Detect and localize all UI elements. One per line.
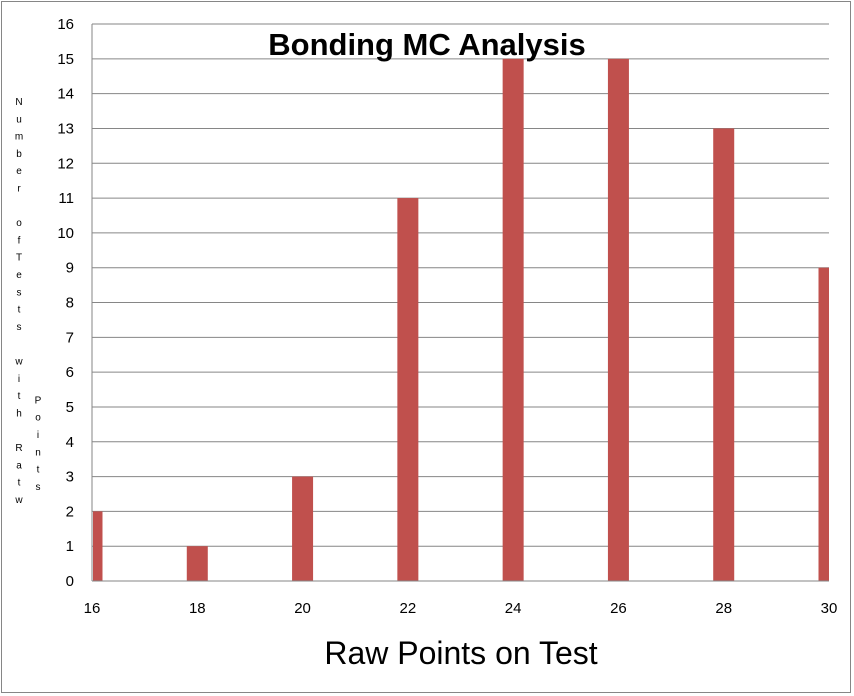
- y-axis-label-char: e: [16, 166, 22, 177]
- y-axis-label-char: i: [18, 374, 20, 385]
- y-tick-label: 9: [66, 260, 74, 277]
- bars: [93, 58, 829, 581]
- y-tick-label: 8: [66, 295, 74, 312]
- bar-26: [607, 58, 629, 581]
- y-tick-label: 7: [66, 329, 74, 346]
- y-axis-label-char: i: [37, 430, 39, 441]
- y-tick-label: 4: [66, 434, 74, 451]
- x-tick-labels: 16 18 20 22 24 26 28 30: [84, 600, 838, 617]
- y-axis-label-char: r: [17, 184, 21, 195]
- x-tick-label: 18: [189, 600, 206, 617]
- bar-30: [818, 267, 829, 581]
- y-tick-label: 0: [66, 573, 74, 590]
- bar-20: [292, 476, 314, 581]
- y-tick-label: 15: [57, 51, 74, 68]
- y-axis-label-char: t: [37, 465, 40, 476]
- bar-16: [93, 511, 103, 581]
- y-axis-label-char: s: [17, 287, 22, 298]
- y-axis-label-char: o: [35, 413, 41, 424]
- y-tick-label: 14: [57, 86, 74, 103]
- y-axis-label-char: f: [18, 235, 21, 246]
- y-axis-label-char: a: [16, 460, 22, 471]
- y-tick-label: 13: [57, 120, 74, 137]
- y-axis-label-char: u: [16, 114, 22, 125]
- y-axis-label-char: P: [35, 395, 42, 406]
- y-tick-label: 12: [57, 155, 74, 172]
- y-tick-label: 6: [66, 364, 74, 381]
- bar-28: [713, 128, 735, 581]
- y-tick-label: 3: [66, 469, 74, 486]
- y-axis-label-char: t: [18, 305, 21, 316]
- y-axis-label-char: N: [15, 97, 22, 108]
- y-axis-label-char: s: [17, 322, 22, 333]
- x-tick-label: 28: [715, 600, 732, 617]
- y-tick-label: 1: [66, 538, 74, 555]
- y-axis-label-char: t: [18, 391, 21, 402]
- y-axis-label-char: w: [14, 357, 23, 368]
- x-tick-label: 30: [821, 600, 838, 617]
- y-axis-label-char: t: [18, 478, 21, 489]
- bar-18: [186, 546, 208, 581]
- x-tick-label: 16: [84, 600, 101, 617]
- y-axis-label-char: o: [16, 218, 22, 229]
- x-tick-label: 22: [400, 600, 417, 617]
- y-tick-label: 10: [57, 225, 74, 242]
- y-axis-label-char: s: [36, 482, 41, 493]
- y-axis-label-char: b: [16, 149, 22, 160]
- y-axis-label-char: T: [16, 253, 22, 264]
- bar-22: [397, 198, 419, 581]
- y-axis-label-char: n: [35, 447, 41, 458]
- y-tick-label: 11: [58, 190, 74, 207]
- y-axis-label-char: R: [15, 443, 22, 454]
- x-tick-label: 20: [294, 600, 311, 617]
- gridlines: [92, 23, 829, 547]
- y-tick-label: 5: [66, 399, 74, 416]
- y-axis-label-char: h: [16, 408, 22, 419]
- y-axis-label-char: m: [15, 132, 23, 143]
- y-axis-label-char: e: [16, 270, 22, 281]
- x-tick-label: 26: [610, 600, 627, 617]
- y-tick-label: 2: [66, 503, 74, 520]
- y-axis-label-char: w: [14, 495, 23, 506]
- axes: [91, 24, 829, 582]
- x-tick-label: 24: [505, 600, 522, 617]
- y-tick-label: 16: [57, 16, 74, 33]
- chart-title: Bonding MC Analysis: [268, 27, 585, 62]
- x-axis-label: Raw Points on Test: [324, 635, 597, 671]
- bar-24: [502, 58, 524, 581]
